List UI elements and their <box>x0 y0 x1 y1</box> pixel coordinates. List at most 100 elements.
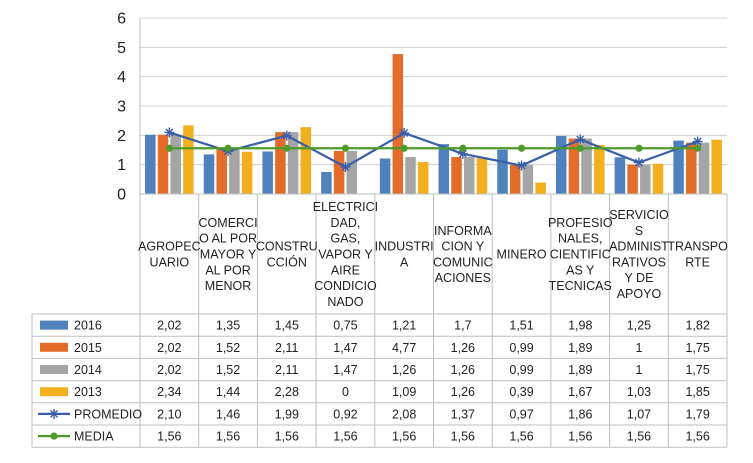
legend-key-2014 <box>40 365 68 374</box>
category-label-line: VAPOR Y <box>318 248 373 262</box>
data-label: 1,56 <box>685 430 709 444</box>
data-label: 1,51 <box>509 319 533 333</box>
data-label: 1,75 <box>685 341 709 355</box>
star-marker-stroke <box>165 128 174 137</box>
data-label: 1,47 <box>333 341 357 355</box>
category-label: ELECTRICI DAD, GAS, VAPOR Y AIRE CONDICIO NADO <box>313 200 378 309</box>
data-label: 1,35 <box>216 319 240 333</box>
data-label: 1,56 <box>568 430 592 444</box>
legend-label: 2015 <box>74 341 102 355</box>
marker-MEDIA-2 <box>224 144 232 152</box>
category-label: COMERCI O AL POR MAYOR Y AL POR MENOR <box>199 216 258 293</box>
data-label: 1,86 <box>568 407 592 421</box>
category-label-line: CCIÓN <box>267 254 307 269</box>
bar-2016-10 <box>673 140 684 194</box>
y-tick-label: 2 <box>117 128 126 145</box>
data-label: 2,28 <box>275 385 299 399</box>
legend-key-2013 <box>40 387 68 397</box>
legend: 2016 2015 2014 2013 PROMEDIO MEDIA <box>38 319 142 444</box>
category-label-line: AGROPEC <box>138 240 201 254</box>
data-label: 2,34 <box>157 385 181 399</box>
category-label-line: COMERCI <box>199 216 258 230</box>
bar-2014-2 <box>229 149 240 194</box>
marker-PROMEDIO-9 <box>633 157 644 168</box>
data-label: 1,26 <box>451 363 475 377</box>
category-label-line: DAD, <box>331 216 361 230</box>
legend-label: 2013 <box>74 385 102 399</box>
data-label: 1,47 <box>333 363 357 377</box>
data-label: 1,56 <box>392 430 416 444</box>
bar-2015-1 <box>157 134 169 194</box>
data-label: 1,56 <box>157 430 181 444</box>
category-label-line: MINERO <box>497 248 547 262</box>
data-label: 1 <box>635 363 642 377</box>
category-label-line: AL POR <box>205 263 250 277</box>
category-label-line: NALES, <box>558 232 602 246</box>
data-label: 2,02 <box>157 341 181 355</box>
bar-2013-5 <box>417 162 429 194</box>
bars <box>145 54 722 194</box>
bar-2013-6 <box>476 157 488 194</box>
bar-2015-6 <box>451 157 462 194</box>
data-label: 1,26 <box>451 385 475 399</box>
category-label-line: CONDICIO <box>314 279 377 293</box>
data-label: 1,26 <box>451 341 475 355</box>
category-label: INFORMA CION Y COMUNIC ACIONES <box>433 224 493 285</box>
marker-MEDIA-5 <box>400 144 408 152</box>
category-label: TRANSPO RTE <box>667 240 728 270</box>
category-labels: AGROPEC UARIO COMERCI O AL POR MAYOR Y AL POR… <box>138 200 728 309</box>
data-label: 0,99 <box>509 341 533 355</box>
marker-PROMEDIO-8 <box>575 134 586 145</box>
marker-MEDIA-3 <box>283 144 291 152</box>
data-label: 1,52 <box>216 363 240 377</box>
bar-2013-9 <box>652 163 664 194</box>
bar-2016-2 <box>203 154 215 194</box>
data-table-values: 2,02 1,35 1,45 0,75 1,21 1,7 1,51 1,98 1,25 1,82 2… <box>157 319 710 444</box>
legend-label: MEDIA <box>74 430 114 444</box>
bar-2014-9 <box>640 164 651 194</box>
bar-2015-2 <box>216 149 227 194</box>
data-label: 1,82 <box>685 319 709 333</box>
category-label-line: O AL POR <box>199 232 257 246</box>
data-label: 1,44 <box>216 385 240 399</box>
series-lines <box>164 127 703 173</box>
legend-key-2015 <box>40 342 68 352</box>
marker-MEDIA-7 <box>517 144 526 152</box>
star-marker-stroke <box>400 128 409 137</box>
marker-MEDIA-8 <box>576 144 584 152</box>
category-label-line: AIRE <box>331 263 360 277</box>
bar-2016-9 <box>614 157 626 194</box>
marker-MEDIA-10 <box>694 144 702 152</box>
data-label: 0,97 <box>509 407 533 421</box>
category-label: CONSTRU CCIÓN <box>256 240 318 270</box>
legend-key-marker-MEDIA <box>50 432 58 440</box>
y-tick-label: 0 <box>117 187 126 204</box>
bar-2013-3 <box>300 127 312 194</box>
data-label: 1,85 <box>685 385 709 399</box>
bar-2015-10 <box>686 142 697 194</box>
bar-2016-6 <box>438 144 450 194</box>
data-label: 1,25 <box>627 319 651 333</box>
category-label: PROFESIO NALES, CIENTIFIC AS Y TECNICAS <box>548 216 613 293</box>
data-label: 0,99 <box>509 363 533 377</box>
bar-2014-8 <box>581 138 592 194</box>
data-label: 1,21 <box>392 319 416 333</box>
bar-2014-6 <box>463 157 475 194</box>
category-label-line: TECNICAS <box>549 279 612 293</box>
category-label: SERVICIO S ADMINIST RATIVOS Y DE APOYO <box>609 208 669 301</box>
category-label-line: ELECTRICI <box>313 200 378 214</box>
marker-MEDIA-1 <box>165 144 173 152</box>
data-label: 0,75 <box>333 319 357 333</box>
category-label-line: COMUNIC <box>433 255 493 269</box>
y-tick-label: 4 <box>117 69 126 86</box>
data-label: 2,02 <box>157 319 181 333</box>
y-axis-ticks: 0 1 2 3 4 5 6 <box>117 11 126 204</box>
data-label: 1,09 <box>392 385 416 399</box>
legend-key-2016 <box>40 320 68 330</box>
category-label-line: RTE <box>685 255 710 269</box>
marker-PROMEDIO-4 <box>340 162 351 173</box>
data-label: 1,56 <box>333 430 357 444</box>
category-label-line: NADO <box>327 295 363 309</box>
data-label: 1,98 <box>568 319 592 333</box>
